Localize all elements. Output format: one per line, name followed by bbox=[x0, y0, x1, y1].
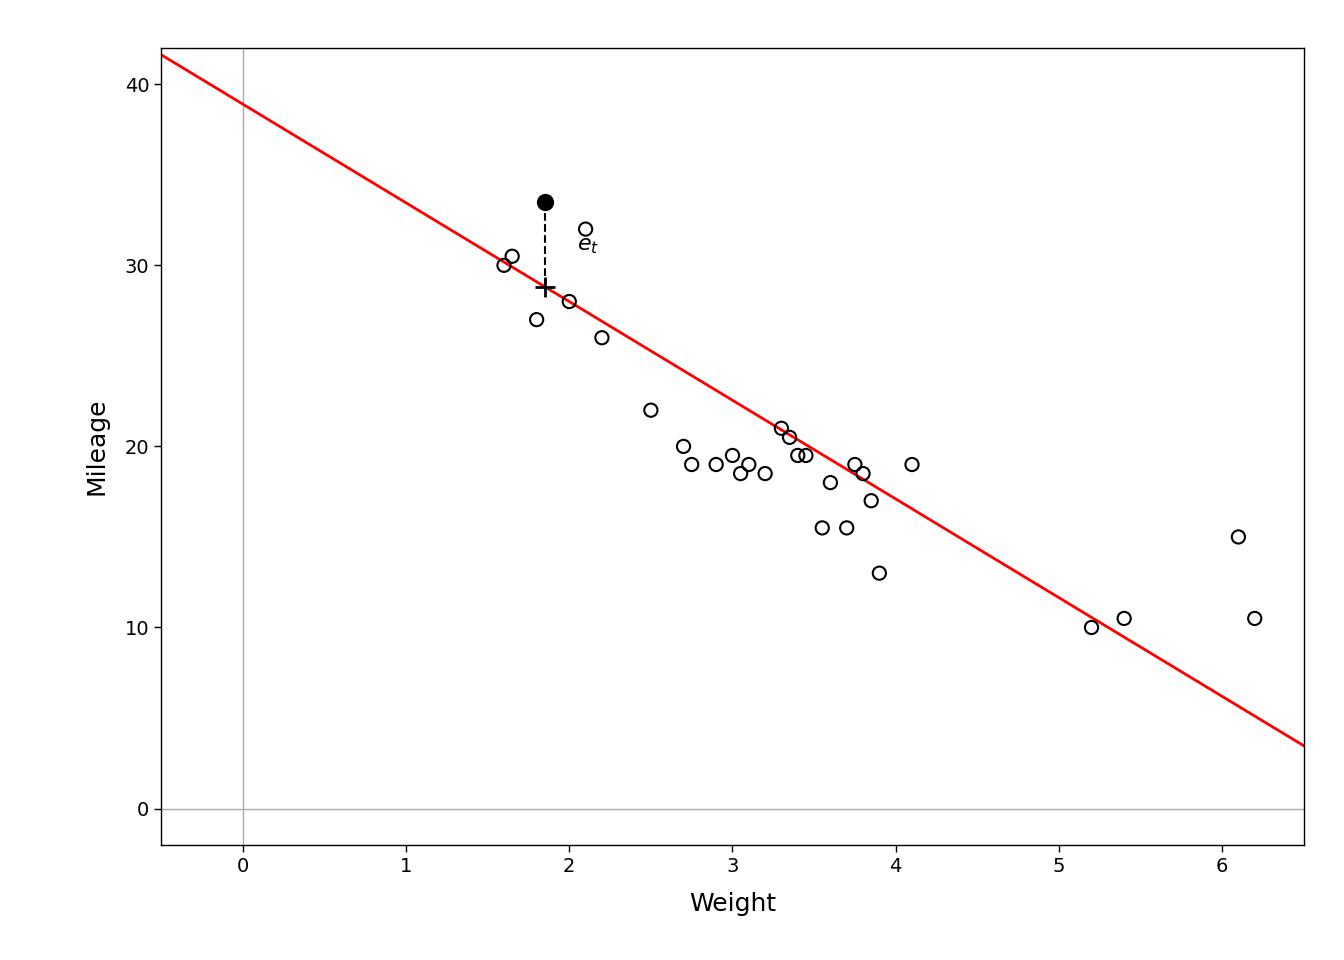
Point bbox=[1113, 611, 1134, 626]
Y-axis label: Mileage: Mileage bbox=[85, 397, 108, 495]
Point bbox=[796, 447, 817, 463]
Point bbox=[836, 520, 857, 536]
Point bbox=[788, 447, 809, 463]
Point bbox=[1081, 620, 1102, 636]
Point bbox=[844, 457, 866, 472]
Point bbox=[868, 565, 890, 581]
Point bbox=[640, 402, 661, 418]
Point bbox=[681, 457, 703, 472]
Point bbox=[754, 466, 775, 481]
Point bbox=[706, 457, 727, 472]
Point bbox=[852, 466, 874, 481]
Point bbox=[1227, 529, 1249, 544]
Point bbox=[673, 439, 695, 454]
Point bbox=[501, 249, 523, 264]
X-axis label: Weight: Weight bbox=[689, 892, 775, 916]
Point bbox=[738, 457, 759, 472]
Point bbox=[770, 420, 792, 436]
Point bbox=[575, 222, 597, 237]
Point bbox=[526, 312, 547, 327]
Point bbox=[591, 330, 613, 346]
Point bbox=[812, 520, 833, 536]
Point bbox=[559, 294, 581, 309]
Point bbox=[902, 457, 923, 472]
Point bbox=[860, 493, 882, 509]
Point bbox=[730, 466, 751, 481]
Text: $e_t$: $e_t$ bbox=[578, 236, 599, 256]
Point bbox=[493, 257, 515, 273]
Point bbox=[1245, 611, 1266, 626]
Point bbox=[820, 475, 841, 491]
Point bbox=[780, 430, 801, 445]
Point bbox=[722, 447, 743, 463]
Point bbox=[534, 194, 555, 209]
